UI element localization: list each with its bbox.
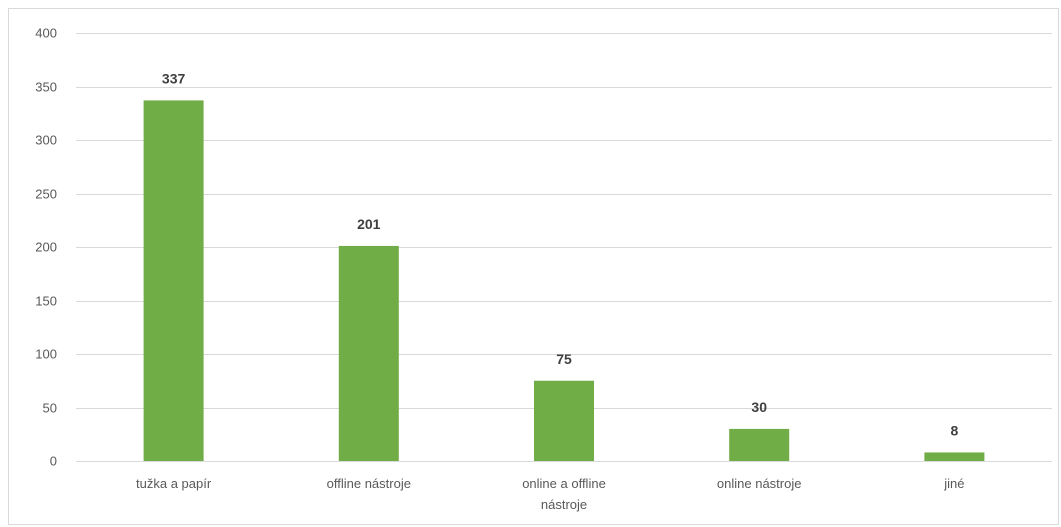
bars [143,100,985,461]
bar-3 [729,428,790,461]
y-tick-label-300: 300 [35,133,57,148]
category-label-line: online a offline [522,476,606,491]
y-tick-label-250: 250 [35,187,57,202]
bar-2 [534,380,594,461]
category-label-line: offline nástroje [327,476,411,491]
category-label-0: tužka a papír [136,476,212,491]
category-label-line: jiné [943,476,964,491]
y-tick-label-0: 0 [50,454,57,469]
data-label-4: 8 [951,422,959,438]
category-label-line: nástroje [541,497,587,512]
data-label-0: 337 [162,70,186,86]
y-tick-label-400: 400 [35,26,57,41]
data-label-3: 30 [751,399,767,415]
y-tick-label-50: 50 [43,401,57,416]
data-label-1: 201 [357,216,381,232]
gridlines [76,33,1052,462]
bar-1 [338,245,399,461]
category-label-3: online nástroje [717,476,802,491]
y-tick-label-150: 150 [35,294,57,309]
bar-chart: 0 50 100 150 200 250 300 350 400 337 201 75 30 8 tuž… [35,26,1052,512]
category-label-line: online nástroje [717,476,802,491]
chart-frame: 0 50 100 150 200 250 300 350 400 337 201 75 30 8 tuž… [8,8,1059,525]
bar-4 [924,452,985,461]
data-label-2: 75 [556,351,572,367]
category-label-1: offline nástroje [327,476,411,491]
data-labels: 337 201 75 30 8 [162,70,959,438]
x-axis-categories: tužka a papír offline nástroje online a of… [136,476,965,512]
bar-0 [143,100,204,461]
category-label-line: tužka a papír [136,476,212,491]
category-label-2: online a offline nástroje [522,476,606,512]
y-tick-label-200: 200 [35,240,57,255]
y-axis-ticks: 0 50 100 150 200 250 300 350 400 [35,26,57,469]
category-label-4: jiné [943,476,964,491]
y-tick-label-350: 350 [35,80,57,95]
y-tick-label-100: 100 [35,347,57,362]
